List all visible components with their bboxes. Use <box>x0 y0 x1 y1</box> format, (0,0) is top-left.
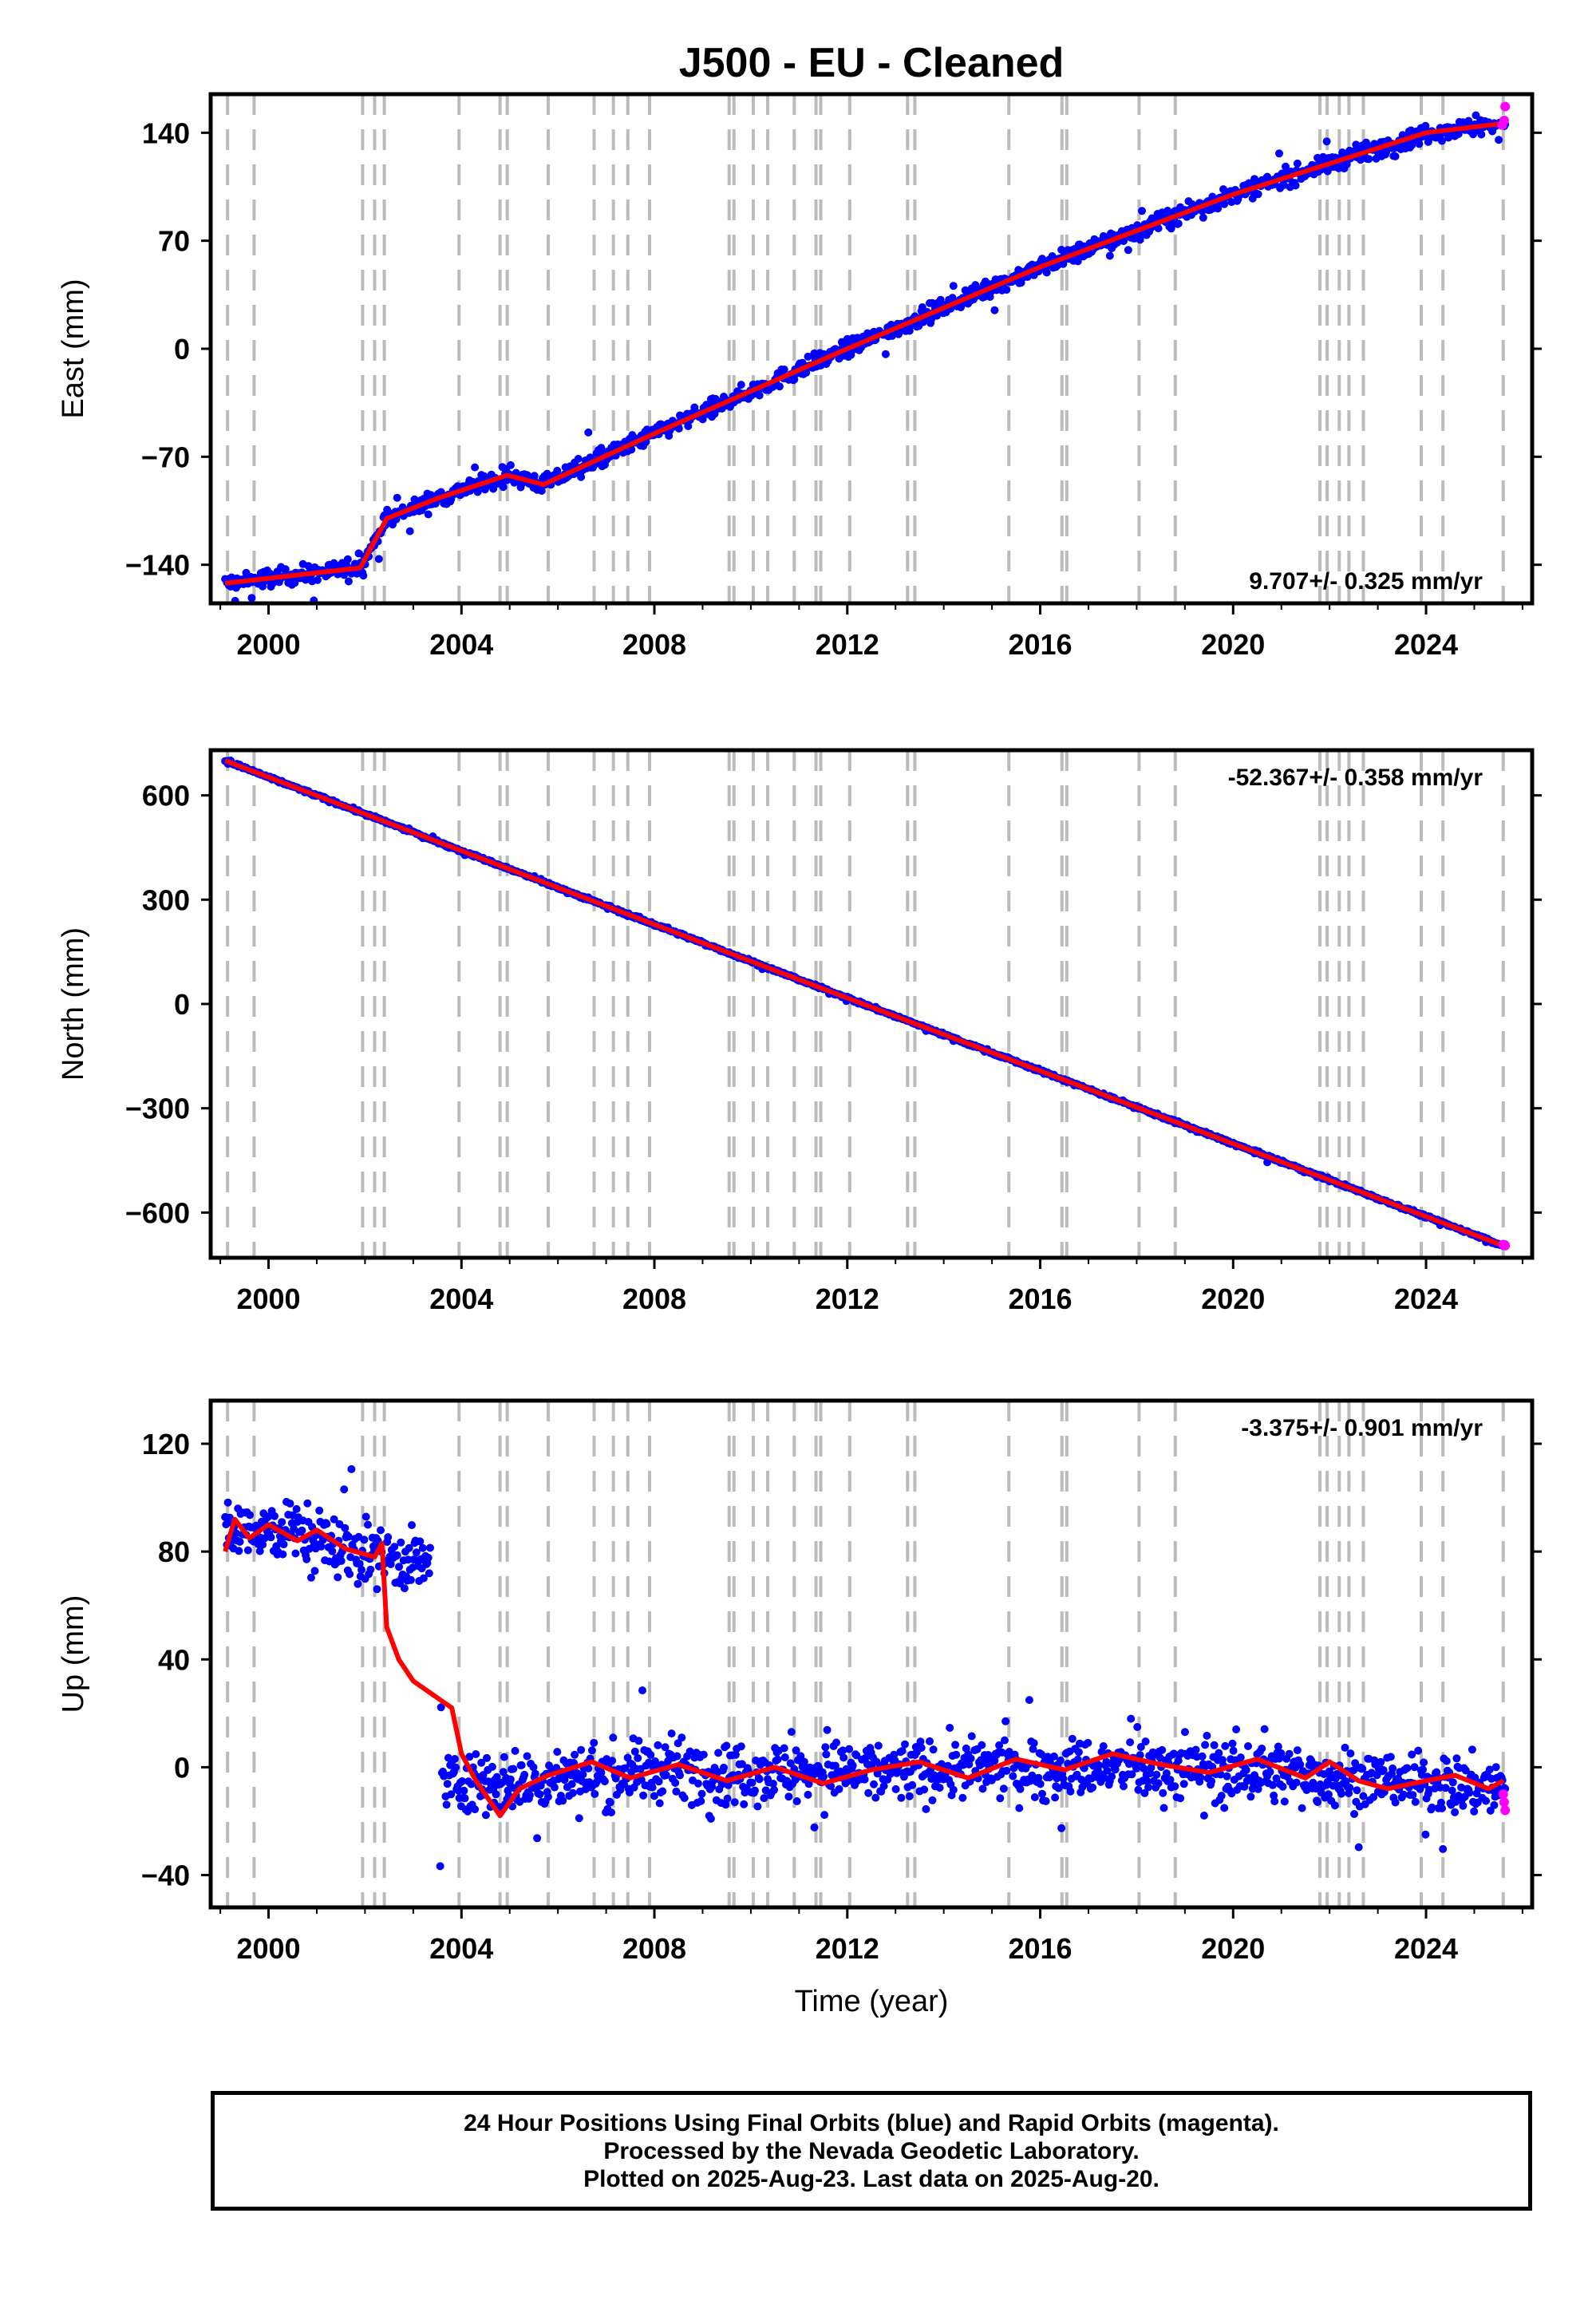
x-tick-label: 2016 <box>1008 628 1072 661</box>
y-tick-label: −300 <box>125 1093 190 1125</box>
red-trend-line <box>224 121 1504 586</box>
y-tick-label: 70 <box>158 225 190 258</box>
y-axis-label: Up (mm) <box>57 1595 90 1713</box>
y-tick-label: 0 <box>174 333 190 366</box>
x-tick-label: 2016 <box>1008 1282 1072 1315</box>
x-axis-label: Time (year) <box>795 1985 949 2018</box>
footer-line-orbits: 24 Hour Positions Using Final Orbits (bl… <box>464 2110 1279 2136</box>
x-tick-label: 2004 <box>429 628 493 661</box>
x-tick-label: 2012 <box>816 628 879 661</box>
y-tick-label: −140 <box>125 549 190 582</box>
plot-area <box>221 94 1511 603</box>
rate-annotation: -3.375+/- 0.901 mm/yr <box>1241 1415 1483 1441</box>
chart-title: J500 - EU - Cleaned <box>679 40 1065 86</box>
x-tick-label: 2020 <box>1201 1932 1265 1965</box>
red-trend-line <box>224 758 1504 1248</box>
y-tick-label: 600 <box>142 780 190 812</box>
x-tick-label: 2000 <box>236 1932 300 1965</box>
x-tick-label: 2000 <box>236 1282 300 1315</box>
x-tick-label: 2012 <box>816 1932 879 1965</box>
footer-caption-box: 24 Hour Positions Using Final Orbits (bl… <box>211 2091 1532 2211</box>
panel-north: 600 300 0 −300 −600 2000 2004 2008 2012 2016 2020 2… <box>57 748 1542 1315</box>
footer-line-processed: Processed by the Nevada Geodetic Laborat… <box>603 2138 1140 2164</box>
x-tick-label: 2024 <box>1394 1932 1458 1965</box>
y-tick-label: 40 <box>158 1643 190 1676</box>
magenta-rapid-point <box>1500 1240 1511 1251</box>
panel-east: 140 70 0 −70 −140 2000 2004 2008 2012 2016 2020 202… <box>57 92 1542 661</box>
x-tick-label: 2016 <box>1008 1932 1072 1965</box>
magenta-rapid-point <box>1498 1789 1508 1800</box>
x-tick-label: 2008 <box>622 1282 686 1315</box>
magenta-rapid-point <box>1499 1797 1509 1808</box>
x-tick-label: 2000 <box>236 628 300 661</box>
y-tick-label: 0 <box>174 1751 190 1784</box>
y-tick-label: −70 <box>141 441 190 473</box>
footer-line-plotted: Plotted on 2025-Aug-23. Last data on 202… <box>583 2166 1159 2192</box>
blue-data-points <box>221 1464 1510 1871</box>
y-axis-label: East (mm) <box>57 279 90 418</box>
magenta-rapid-point <box>1500 1805 1511 1816</box>
x-tick-label: 2008 <box>622 1932 686 1965</box>
rate-annotation: 9.707+/- 0.325 mm/yr <box>1249 568 1483 595</box>
x-tick-label: 2004 <box>429 1932 493 1965</box>
rate-annotation: -52.367+/- 0.358 mm/yr <box>1228 765 1483 791</box>
plot-area <box>221 750 1511 1258</box>
y-axis-label: North (mm) <box>57 927 90 1081</box>
y-tick-label: 120 <box>142 1428 190 1460</box>
x-tick-label: 2024 <box>1394 628 1458 661</box>
magenta-rapid-point <box>1500 101 1511 112</box>
x-tick-label: 2020 <box>1201 628 1265 661</box>
y-tick-label: 140 <box>142 117 190 149</box>
blue-data-points <box>221 111 1510 603</box>
y-tick-label: −600 <box>125 1196 190 1229</box>
x-tick-label: 2024 <box>1394 1282 1458 1315</box>
red-trend-line <box>223 1516 1505 1819</box>
magenta-rapid-point <box>1499 115 1509 125</box>
plot-frame <box>208 1398 1535 1910</box>
y-tick-label: −40 <box>141 1859 190 1891</box>
x-tick-label: 2004 <box>429 1282 493 1315</box>
plot-area <box>221 1401 1511 1907</box>
panel-up: 120 80 40 0 −40 2000 2004 2008 2012 2016 2020 2024 U… <box>57 1398 1542 1965</box>
y-tick-label: 0 <box>174 988 190 1021</box>
x-tick-label: 2008 <box>622 628 686 661</box>
chart-panels: 140 70 0 −70 −140 2000 2004 2008 2012 2016 2020 202… <box>57 92 1542 1965</box>
x-tick-label: 2012 <box>816 1282 879 1315</box>
y-tick-label: 80 <box>158 1535 190 1568</box>
x-tick-label: 2020 <box>1201 1282 1265 1315</box>
y-tick-label: 300 <box>142 883 190 916</box>
